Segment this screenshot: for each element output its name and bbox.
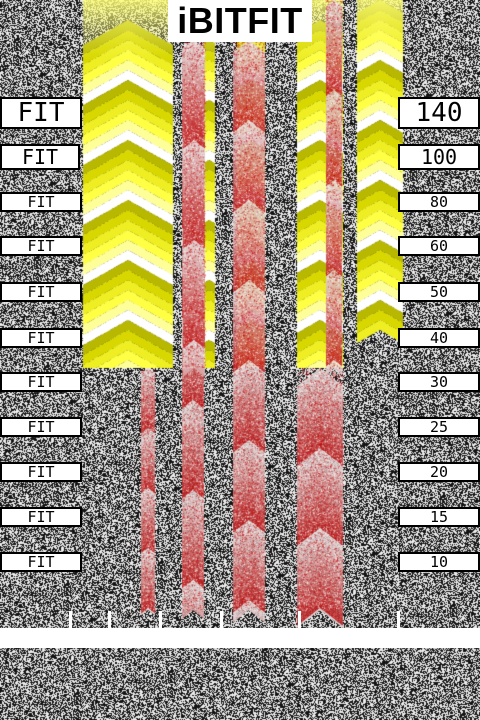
fit-label-6[interactable]: FIT — [0, 328, 82, 348]
scale-value-25[interactable]: 25 — [398, 417, 480, 437]
scale-value-140[interactable]: 140 — [398, 97, 480, 129]
scale-value-80[interactable]: 80 — [398, 192, 480, 212]
fit-label-10[interactable]: FIT — [0, 507, 82, 527]
scale-value-15[interactable]: 15 — [398, 507, 480, 527]
fit-label-11[interactable]: FIT — [0, 552, 82, 572]
scale-value-10[interactable]: 10 — [398, 552, 480, 572]
baseline-tick — [220, 611, 223, 629]
scale-value-100[interactable]: 100 — [398, 144, 480, 170]
app-title: iBITFIT — [168, 0, 312, 42]
fit-label-5[interactable]: FIT — [0, 282, 82, 302]
fit-label-3[interactable]: FIT — [0, 192, 82, 212]
fit-label-9[interactable]: FIT — [0, 462, 82, 482]
fit-label-1[interactable]: FIT — [0, 97, 82, 129]
baseline-tick — [397, 611, 400, 629]
fit-label-8[interactable]: FIT — [0, 417, 82, 437]
scale-value-40[interactable]: 40 — [398, 328, 480, 348]
scale-value-20[interactable]: 20 — [398, 462, 480, 482]
baseline-bar — [0, 628, 480, 648]
fit-label-2[interactable]: FIT — [0, 144, 80, 170]
baseline-tick — [159, 611, 162, 629]
baseline-tick — [298, 611, 301, 629]
scale-value-60[interactable]: 60 — [398, 236, 480, 256]
baseline-tick — [108, 611, 111, 629]
scale-value-30[interactable]: 30 — [398, 372, 480, 392]
scale-value-50[interactable]: 50 — [398, 282, 480, 302]
fit-label-7[interactable]: FIT — [0, 372, 82, 392]
fit-label-4[interactable]: FIT — [0, 236, 82, 256]
baseline-tick — [69, 611, 72, 629]
